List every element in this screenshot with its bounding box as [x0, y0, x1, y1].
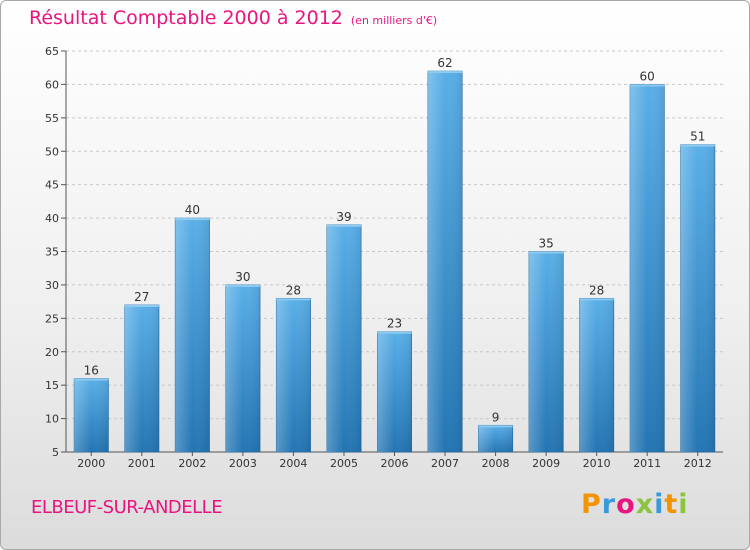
chart-title-text: Résultat Comptable 2000 à 2012: [29, 7, 343, 29]
bar-shine: [175, 218, 210, 452]
logo-letter: P: [581, 489, 602, 520]
logo-letter: t: [664, 489, 679, 520]
y-tick-label: 40: [45, 212, 59, 225]
bar-top-edge: [630, 84, 665, 87]
bar-shine: [680, 144, 715, 453]
bar-shine: [276, 298, 311, 452]
x-tick-label: 2003: [229, 457, 257, 470]
value-label: 35: [538, 237, 553, 251]
commune-name: ELBEUF-SUR-ANDELLE: [31, 497, 223, 518]
bar-top-edge: [326, 224, 362, 227]
bar-top-edge: [427, 71, 463, 74]
logo-letter: i: [654, 489, 665, 520]
y-tick-label: 35: [45, 246, 59, 259]
value-label: 39: [336, 210, 351, 224]
bar-shine: [579, 298, 614, 452]
x-tick-label: 2005: [330, 457, 358, 470]
bar-shine: [225, 284, 261, 452]
y-tick-label: 55: [45, 112, 59, 125]
bar-top-edge: [175, 218, 210, 221]
y-tick-label: 20: [45, 346, 59, 359]
value-label: 60: [640, 69, 655, 83]
value-label: 16: [84, 363, 99, 377]
logo-letter: o: [616, 489, 636, 520]
proxiti-logo: Proxiti: [581, 489, 689, 520]
bar-top-edge: [579, 298, 614, 301]
x-tick-label: 2006: [381, 457, 409, 470]
bar-shine: [326, 224, 362, 452]
value-labels: 16 27 40 30 28 39 23 62 9 35 28 60 51: [84, 56, 706, 424]
value-label: 28: [589, 283, 604, 297]
bar-shine: [377, 331, 412, 452]
value-label: 9: [492, 410, 500, 424]
bar-top-edge: [124, 304, 159, 307]
bar-top-edge: [74, 378, 109, 381]
x-tick-label: 2002: [178, 457, 206, 470]
value-label: 28: [286, 283, 301, 297]
y-tick-label: 50: [45, 145, 59, 158]
axes: 5 10 15 20 25 30 35 40 45 50 55 60 65 2000 2001 2002 200…: [45, 45, 723, 470]
y-tick-label: 65: [45, 45, 59, 58]
x-tick-label: 2007: [431, 457, 459, 470]
bars: [73, 70, 716, 453]
y-tick-label: 45: [45, 179, 59, 192]
x-tick-label: 2009: [532, 457, 560, 470]
x-tick-label: 2011: [633, 457, 661, 470]
y-tick-label: 25: [45, 312, 59, 325]
bar-shine: [630, 84, 665, 453]
bar-shine: [528, 251, 564, 452]
bar-top-edge: [478, 425, 513, 428]
bar-top-edge: [225, 284, 261, 287]
value-label: 30: [235, 270, 250, 284]
logo-letter: r: [601, 489, 617, 520]
bar-shine: [74, 378, 109, 452]
x-tick-label: 2001: [128, 457, 156, 470]
bar-top-edge: [680, 144, 715, 147]
x-tick-label: 2008: [482, 457, 510, 470]
bar-top-edge: [276, 298, 311, 301]
bar-top-edge: [528, 251, 564, 254]
bar-shine: [124, 304, 159, 452]
y-tick-label: 15: [45, 379, 59, 392]
value-label: 23: [387, 317, 402, 331]
chart-unit: (en milliers d'€): [350, 14, 438, 27]
x-tick-label: 2000: [77, 457, 105, 470]
x-tick-label: 2004: [279, 457, 307, 470]
bar-shine: [427, 71, 463, 453]
value-label: 62: [437, 56, 452, 70]
logo-letter: i: [678, 489, 689, 520]
value-label: 27: [134, 290, 149, 304]
x-tick-label: 2010: [583, 457, 611, 470]
logo-letter: x: [635, 489, 655, 520]
value-label: 40: [185, 203, 200, 217]
x-tick-label: 2012: [684, 457, 712, 470]
bar-shine: [478, 425, 513, 452]
y-tick-label: 60: [45, 78, 59, 91]
y-tick-label: 10: [45, 413, 59, 426]
chart-title: Résultat Comptable 2000 à 2012 (en millie…: [29, 7, 437, 29]
y-tick-label: 5: [52, 446, 59, 459]
y-tick-label: 30: [45, 279, 59, 292]
value-label: 51: [690, 130, 705, 144]
bar-top-edge: [377, 331, 412, 334]
